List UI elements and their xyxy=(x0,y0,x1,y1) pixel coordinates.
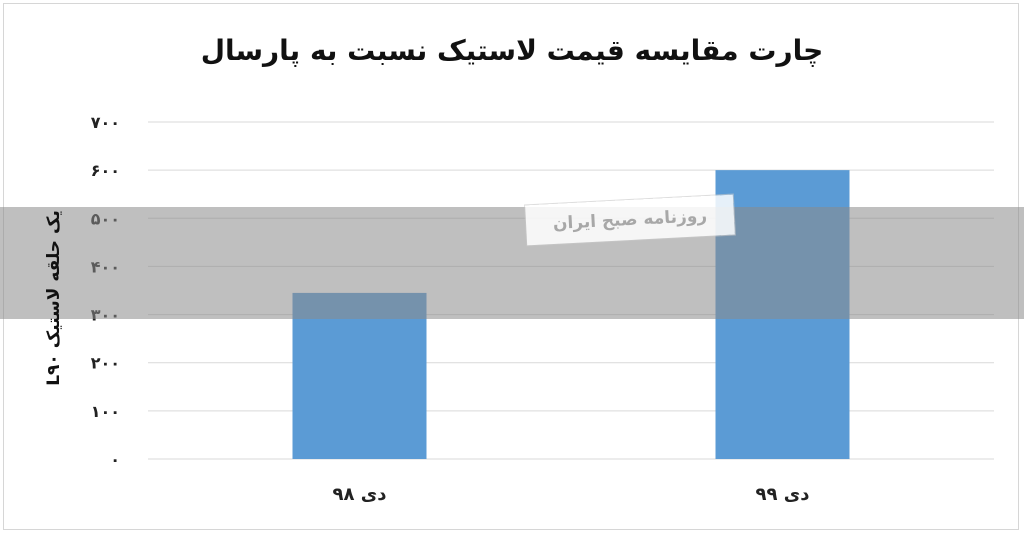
y-tick-label: ۷۰۰ xyxy=(91,113,120,132)
y-tick-label: ۶۰۰ xyxy=(91,161,120,180)
chart-title: چارت مقایسه قیمت لاستیک نسبت به پارسال xyxy=(200,34,824,67)
y-axis-label: یک حلقه لاستیک L۹۰ xyxy=(44,210,64,386)
x-tick-label: دی ۹۸ xyxy=(333,484,387,505)
x-tick-labels: دی ۹۸ دی ۹۹ xyxy=(333,484,810,505)
y-tick-label: ۲۰۰ xyxy=(91,354,120,373)
bar-1 xyxy=(292,292,427,459)
y-tick-label: ۰ xyxy=(110,450,120,469)
y-tick-label: ۱۰۰ xyxy=(91,402,120,421)
x-tick-label: دی ۹۹ xyxy=(756,484,810,505)
watermark-band xyxy=(0,207,1024,319)
